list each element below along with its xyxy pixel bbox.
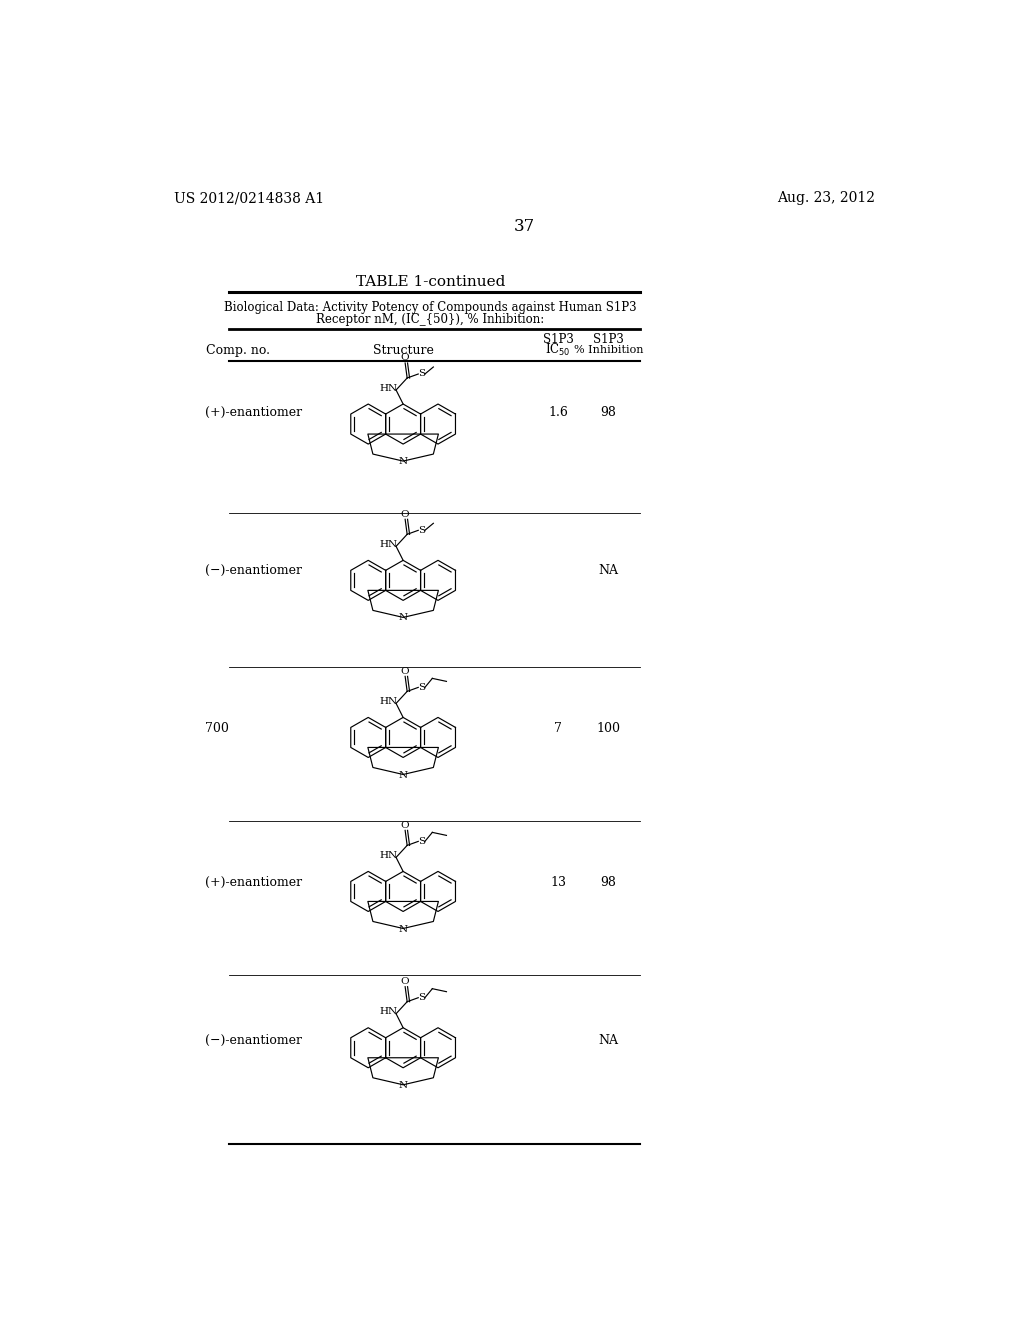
Text: Comp. no.: Comp. no. [206, 343, 269, 356]
Text: S: S [418, 682, 425, 692]
Text: HN: HN [380, 851, 398, 859]
Text: S: S [418, 525, 425, 535]
Text: N: N [398, 457, 408, 466]
Text: US 2012/0214838 A1: US 2012/0214838 A1 [174, 191, 325, 206]
Text: % Inhibition: % Inhibition [573, 345, 643, 355]
Text: N: N [398, 771, 408, 780]
Text: N: N [398, 614, 408, 623]
Text: HN: HN [380, 1007, 398, 1016]
Text: 1.6: 1.6 [548, 407, 568, 418]
Text: S: S [418, 837, 425, 846]
Text: Structure: Structure [373, 343, 433, 356]
Text: O: O [400, 977, 410, 986]
Text: (−)-enantiomer: (−)-enantiomer [206, 1034, 302, 1047]
Text: O: O [400, 821, 410, 830]
Text: 13: 13 [550, 875, 566, 888]
Text: NA: NA [598, 564, 618, 577]
Text: O: O [400, 667, 410, 676]
Text: (−)-enantiomer: (−)-enantiomer [206, 564, 302, 577]
Text: NA: NA [598, 1034, 618, 1047]
Text: Biological Data: Activity Potency of Compounds against Human S1P3: Biological Data: Activity Potency of Com… [224, 301, 637, 314]
Text: S1P3: S1P3 [543, 333, 573, 346]
Text: N: N [398, 1081, 408, 1090]
Text: N: N [398, 924, 408, 933]
Text: Aug. 23, 2012: Aug. 23, 2012 [777, 191, 876, 206]
Text: HN: HN [380, 540, 398, 549]
Text: S: S [418, 370, 425, 379]
Text: O: O [400, 354, 410, 363]
Text: 7: 7 [554, 722, 562, 735]
Text: Receptor nM, (IC_{50}), % Inhibition:: Receptor nM, (IC_{50}), % Inhibition: [316, 313, 545, 326]
Text: (+)-enantiomer: (+)-enantiomer [206, 407, 303, 418]
Text: HN: HN [380, 697, 398, 706]
Text: HN: HN [380, 384, 398, 392]
Text: 37: 37 [514, 218, 536, 235]
Text: 100: 100 [597, 722, 621, 735]
Text: (+)-enantiomer: (+)-enantiomer [206, 875, 303, 888]
Text: 700: 700 [206, 722, 229, 735]
Text: O: O [400, 510, 410, 519]
Text: 98: 98 [600, 407, 616, 418]
Text: S: S [418, 993, 425, 1002]
Text: TABLE 1-continued: TABLE 1-continued [355, 275, 505, 289]
Text: 98: 98 [600, 875, 616, 888]
Text: S1P3: S1P3 [593, 333, 624, 346]
Text: IC$_{50}$: IC$_{50}$ [546, 342, 571, 358]
